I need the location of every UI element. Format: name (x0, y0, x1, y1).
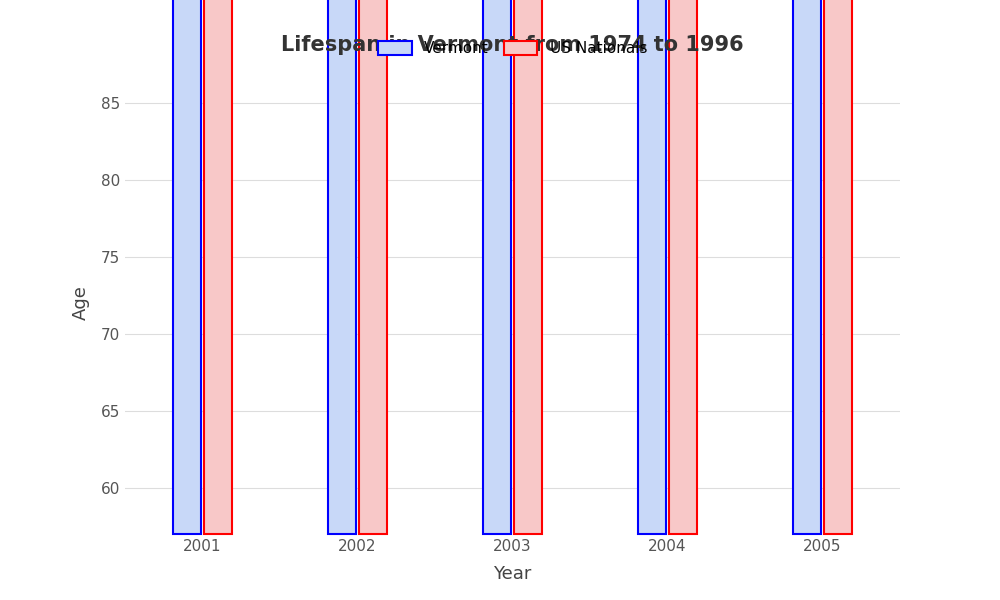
Bar (638, 0, 666, 534)
Y-axis label: Age: Age (72, 286, 90, 320)
X-axis label: Year: Year (493, 565, 532, 583)
Bar (669, 0, 697, 534)
Bar (514, 0, 542, 534)
Title: Lifespan in Vermont from 1974 to 1996: Lifespan in Vermont from 1974 to 1996 (281, 35, 744, 55)
Legend: Vermont, US Nationals: Vermont, US Nationals (370, 34, 655, 64)
Bar (204, 0, 232, 534)
Bar (483, 0, 511, 534)
Bar (173, 0, 201, 534)
Bar (328, 0, 356, 534)
Bar (793, 0, 821, 534)
Bar (359, 0, 387, 534)
Bar (824, 0, 852, 534)
